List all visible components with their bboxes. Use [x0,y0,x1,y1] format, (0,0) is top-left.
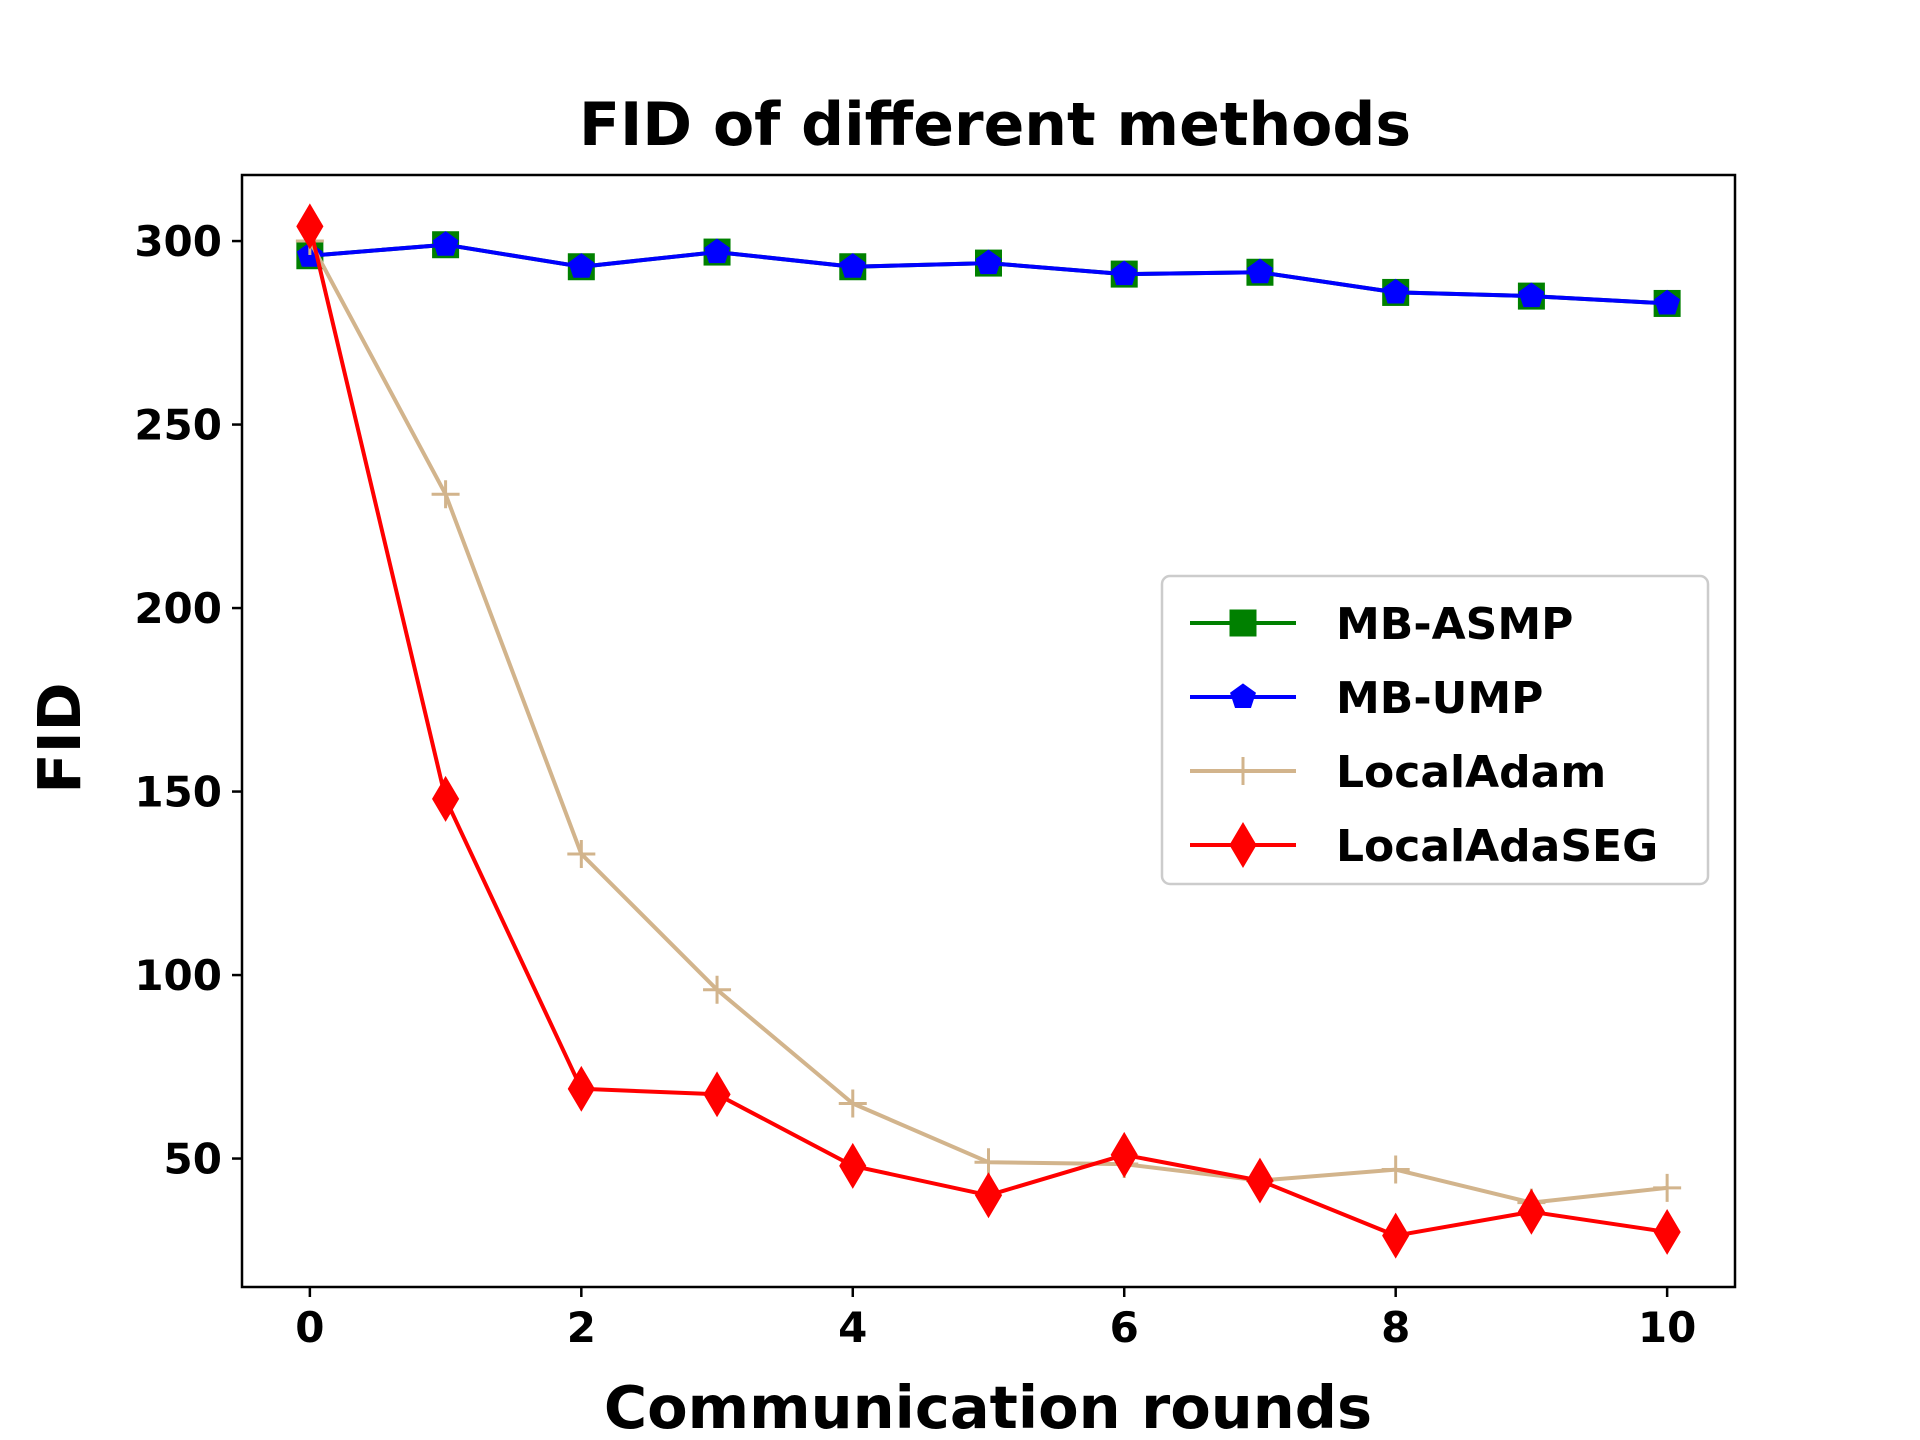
data-point-mb-ump [432,231,459,256]
legend-label: MB-ASMP [1336,599,1573,650]
data-point-mb-ump [1518,282,1545,308]
data-point-localadaseg [1653,1208,1681,1255]
data-point-localadaseg [1246,1157,1274,1204]
legend-marker [1229,757,1257,785]
data-point-mb-ump [1111,260,1138,286]
legend-item-localadaseg: LocalAdaSEG [1190,821,1658,872]
x-tick-label: 10 [1638,1303,1696,1352]
data-point-localadam [838,1089,867,1118]
legend-label: LocalAdam [1336,747,1606,798]
data-point-mb-ump [1247,258,1273,284]
data-point-mb-ump [839,253,866,278]
data-point-localadam [1381,1155,1410,1184]
x-tick-label: 8 [1381,1303,1410,1352]
data-point-localadam [974,1148,1003,1177]
data-point-mb-ump [1382,278,1409,304]
data-point-localadaseg [1110,1131,1138,1178]
plot-area-frame [240,173,1737,1289]
data-point-localadaseg [432,775,460,822]
y-tick-label: 100 [134,951,222,1000]
data-point-localadaseg [296,203,324,250]
data-point-mb-ump [568,253,595,278]
x-tick-label: 4 [838,1303,867,1352]
y-tick-label: 300 [134,217,222,266]
series-layer [295,203,1682,1259]
chart-title: FID of different methods [579,90,1411,160]
x-axis: 0 2 4 6 8 10 [295,1287,1696,1352]
x-tick-label: 0 [295,1303,324,1352]
data-point-mb-ump [1654,289,1681,315]
data-point-localadam [1653,1173,1682,1202]
y-tick-label: 250 [134,401,222,450]
data-point-localadam [703,975,732,1004]
x-axis-label: Communication rounds [604,1373,1372,1440]
x-tick-label: 2 [567,1303,596,1352]
data-point-localadam [567,839,596,868]
legend-marker [1230,683,1256,708]
data-point-localadaseg [839,1142,867,1189]
data-point-mb-ump [975,249,1002,275]
legend: MB-ASMP MB-UMP LocalAdam LocalAdaSEG [1160,574,1710,886]
legend-label: MB-UMP [1336,673,1543,724]
data-point-localadaseg [703,1071,731,1118]
series-mb-ump [296,231,1681,315]
legend-marker [1229,609,1257,637]
legend-item-mb-ump: MB-UMP [1190,673,1543,724]
y-axis-label: FID [25,682,94,793]
series-localadaseg [296,203,1681,1259]
legend-item-localadam: LocalAdam [1190,747,1606,798]
y-tick-label: 200 [134,584,222,633]
data-point-localadaseg [974,1172,1003,1219]
data-point-localadaseg [567,1065,595,1112]
data-point-localadam [431,480,460,509]
data-point-mb-ump [704,238,730,264]
y-tick-label: 150 [134,768,222,817]
x-tick-label: 6 [1110,1303,1139,1352]
data-point-localadaseg [1517,1188,1545,1235]
data-point-localadaseg [1382,1212,1410,1259]
legend-label: LocalAdaSEG [1336,821,1658,872]
legend-box [1160,574,1710,886]
legend-marker [1229,822,1257,868]
legend-item-mb-asmp: MB-ASMP [1190,599,1573,650]
y-axis: 50 100 150 200 250 300 [134,217,242,1184]
y-tick-label: 50 [164,1135,222,1184]
